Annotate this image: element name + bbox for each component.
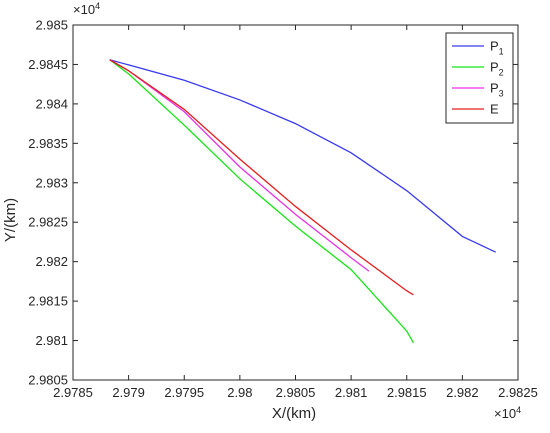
- y-tick-label: 2.9845: [28, 57, 68, 72]
- x-tick-label: 2.982: [446, 385, 479, 400]
- x-ticks: 2.9785 2.979 2.9795 2.98 2.9805 2.981 2.9815 2.…: [53, 25, 538, 400]
- legend: P1 P2 P3 E: [445, 32, 514, 124]
- svg-text:×104: ×104: [494, 405, 521, 421]
- y-tick-label: 2.9825: [28, 215, 68, 230]
- series-line-p2: [109, 59, 414, 344]
- x-tick-label: 2.98: [227, 385, 252, 400]
- y-tick-label: 2.985: [35, 18, 68, 33]
- x-tick-label: 2.979: [112, 385, 145, 400]
- y-tick-label: 2.9835: [28, 136, 68, 151]
- series-line-p1: [109, 59, 497, 253]
- y-tick-label: 2.9805: [28, 373, 68, 388]
- legend-label: E: [490, 102, 499, 117]
- x-tick-label: 2.981: [335, 385, 368, 400]
- y-tick-label: 2.984: [35, 96, 68, 111]
- x-tick-label: 2.9795: [164, 385, 204, 400]
- x-tick-label: 2.9815: [387, 385, 427, 400]
- y-multiplier-exponent: 4: [95, 1, 100, 11]
- series-layer: [109, 59, 497, 344]
- y-tick-label: 2.983: [35, 175, 68, 190]
- x-multiplier-base: ×10: [494, 406, 516, 421]
- y-axis-label: Y/(km): [2, 198, 19, 242]
- legend-label: P2: [490, 60, 504, 78]
- svg-text:×104: ×104: [73, 1, 100, 17]
- x-axis-multiplier: ×104: [494, 405, 521, 421]
- x-axis-label: X/(km): [272, 405, 316, 422]
- y-tick-label: 2.982: [35, 254, 68, 269]
- plot-area: 2.9785 2.979 2.9795 2.98 2.9805 2.981 2.9815 2.…: [28, 18, 538, 401]
- x-tick-label: 2.9805: [276, 385, 316, 400]
- legend-label: P3: [490, 81, 504, 99]
- legend-label: P1: [490, 39, 504, 57]
- x-tick-label: 2.9785: [53, 385, 93, 400]
- y-multiplier-base: ×10: [73, 2, 95, 17]
- y-axis-multiplier: ×104: [73, 1, 100, 17]
- series-line-e: [109, 59, 414, 296]
- y-ticks: 2.9805 2.981 2.9815 2.982 2.9825 2.983 2.9835 2…: [28, 18, 518, 388]
- x-tick-label: 2.9825: [498, 385, 538, 400]
- y-tick-label: 2.9815: [28, 294, 68, 309]
- x-multiplier-exponent: 4: [516, 405, 521, 415]
- legend-box: [445, 32, 514, 124]
- y-tick-label: 2.981: [35, 333, 68, 348]
